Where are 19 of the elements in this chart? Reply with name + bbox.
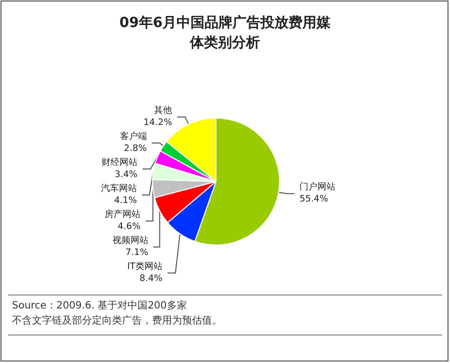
source-note: Source：2009.6. 基于对中国200多家	[12, 300, 187, 312]
slice-label: 视频网站	[112, 234, 148, 246]
chart-title: 09年6月中国品牌广告投放费用媒体类别分析	[119, 14, 332, 51]
data-label: 55.4%	[300, 194, 329, 205]
data-label: 7.1%	[125, 248, 149, 258]
text: 不含文字链及部分定向类广告，费用为预估值。	[12, 314, 222, 326]
slice-label: 其他	[154, 104, 172, 116]
data-label: 14.2%	[144, 118, 173, 128]
data-label: 2.8%	[124, 144, 148, 154]
slice-label: IT类网站	[127, 260, 162, 272]
data-label: 4.1%	[114, 196, 138, 206]
data-label: 4.6%	[118, 222, 141, 232]
slice-label: 房产网站	[104, 208, 141, 220]
data-label: 3.4%	[114, 170, 138, 180]
slice-label: 财经网站	[101, 156, 138, 168]
slice-label: 门户网站	[300, 182, 336, 193]
slice-label: 汽车网站	[100, 182, 137, 194]
slice-label: 客户端	[120, 130, 147, 142]
data-label: 8.4%	[140, 274, 163, 284]
